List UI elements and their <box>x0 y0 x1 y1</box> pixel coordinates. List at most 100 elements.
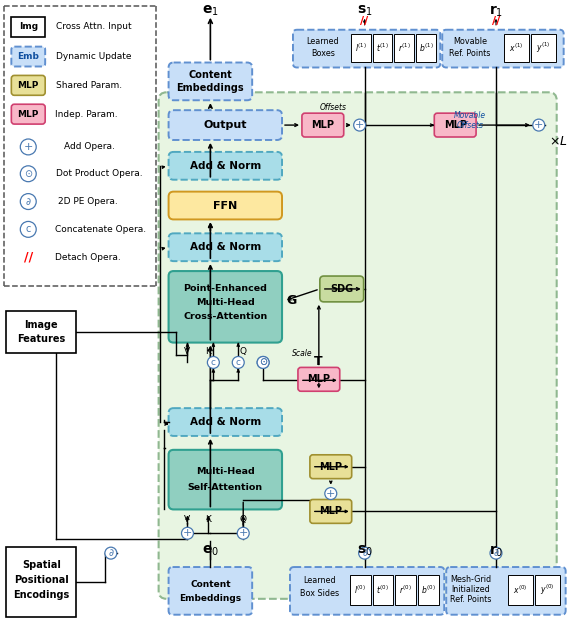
Text: ∂: ∂ <box>362 548 367 558</box>
Bar <box>6 311 76 353</box>
FancyBboxPatch shape <box>302 113 344 137</box>
Text: Output: Output <box>204 120 247 130</box>
Text: $\mathbf{s}_0$: $\mathbf{s}_0$ <box>356 544 373 558</box>
Bar <box>11 17 45 37</box>
Bar <box>373 575 394 605</box>
Text: $l^{(1)}$: $l^{(1)}$ <box>355 42 367 54</box>
Text: Offsets: Offsets <box>319 103 346 112</box>
Bar <box>508 575 533 605</box>
Text: Self-Attention: Self-Attention <box>188 483 263 492</box>
Text: $x^{(0)}$: $x^{(0)}$ <box>513 583 527 596</box>
Text: Add & Norm: Add & Norm <box>189 161 261 171</box>
FancyBboxPatch shape <box>320 276 363 302</box>
FancyBboxPatch shape <box>158 93 557 599</box>
Text: ∂: ∂ <box>108 548 113 558</box>
FancyBboxPatch shape <box>446 567 565 615</box>
Circle shape <box>257 357 269 369</box>
Text: K: K <box>205 515 211 524</box>
Text: +: + <box>24 142 33 152</box>
Text: Indep. Param.: Indep. Param. <box>55 110 117 118</box>
FancyBboxPatch shape <box>169 233 282 261</box>
Text: Content: Content <box>188 71 232 81</box>
Text: $\mathbf{G}$: $\mathbf{G}$ <box>286 294 298 307</box>
Text: ⊙: ⊙ <box>259 357 267 367</box>
Text: $b^{(0)}$: $b^{(0)}$ <box>421 583 436 596</box>
Text: $t^{(0)}$: $t^{(0)}$ <box>376 583 389 596</box>
FancyBboxPatch shape <box>11 76 45 95</box>
Text: Q: Q <box>240 515 247 524</box>
Text: Q: Q <box>240 347 247 356</box>
FancyBboxPatch shape <box>310 500 352 524</box>
Text: Concatenate Opera.: Concatenate Opera. <box>55 225 146 234</box>
Text: $t^{(1)}$: $t^{(1)}$ <box>376 42 389 54</box>
Text: $\mathbf{e}_0$: $\mathbf{e}_0$ <box>202 544 219 558</box>
Text: Movable: Movable <box>453 37 487 46</box>
Bar <box>418 575 439 605</box>
Text: SDG: SDG <box>330 284 353 294</box>
Text: Boxes: Boxes <box>311 49 335 58</box>
FancyBboxPatch shape <box>169 152 282 180</box>
FancyBboxPatch shape <box>290 567 444 615</box>
FancyBboxPatch shape <box>11 104 45 124</box>
Circle shape <box>257 357 269 369</box>
Text: Shared Param.: Shared Param. <box>56 81 122 90</box>
Text: Scale: Scale <box>292 349 312 358</box>
Text: Multi-Head: Multi-Head <box>196 467 255 476</box>
Text: $b^{(1)}$: $b^{(1)}$ <box>419 42 433 54</box>
Text: Movable: Movable <box>454 111 486 120</box>
Text: MLP: MLP <box>444 120 467 130</box>
Text: +: + <box>326 488 335 498</box>
Bar <box>535 575 560 605</box>
Text: Dot Product Opera.: Dot Product Opera. <box>56 169 142 178</box>
FancyBboxPatch shape <box>169 110 282 140</box>
FancyBboxPatch shape <box>310 455 352 479</box>
Circle shape <box>20 221 36 238</box>
Text: Cross Attn. Input: Cross Attn. Input <box>56 22 132 32</box>
Text: $r^{(1)}$: $r^{(1)}$ <box>398 42 411 54</box>
Text: $\mathbf{e}_1$: $\mathbf{e}_1$ <box>202 4 219 18</box>
Text: MLP: MLP <box>319 462 342 472</box>
Text: $r^{(0)}$: $r^{(0)}$ <box>399 583 412 596</box>
Circle shape <box>207 357 219 369</box>
Text: c: c <box>26 224 31 234</box>
Text: Point-Enhanced: Point-Enhanced <box>183 285 267 294</box>
Text: //: // <box>24 251 33 264</box>
Text: Add & Norm: Add & Norm <box>189 243 261 252</box>
Text: MLP: MLP <box>311 120 334 130</box>
FancyBboxPatch shape <box>435 113 476 137</box>
Circle shape <box>20 139 36 155</box>
Text: MLP: MLP <box>18 110 39 118</box>
Bar <box>6 547 76 617</box>
Circle shape <box>20 193 36 210</box>
Text: Embeddings: Embeddings <box>177 83 244 93</box>
Text: FFN: FFN <box>213 200 238 210</box>
Text: Add Opera.: Add Opera. <box>64 142 114 151</box>
Text: Dynamic Update: Dynamic Update <box>56 52 131 61</box>
Text: ∂: ∂ <box>494 548 498 558</box>
Text: MLP: MLP <box>307 374 331 384</box>
Text: $\mathbf{T}$: $\mathbf{T}$ <box>313 355 323 368</box>
Text: K: K <box>205 347 211 356</box>
Circle shape <box>359 547 371 559</box>
Text: Embeddings: Embeddings <box>179 594 242 604</box>
FancyBboxPatch shape <box>11 47 45 67</box>
Text: Learned: Learned <box>304 576 336 585</box>
Text: V: V <box>184 515 191 524</box>
Text: V: V <box>184 347 191 356</box>
Text: Box Sides: Box Sides <box>300 589 339 598</box>
Text: $y^{(1)}$: $y^{(1)}$ <box>536 40 550 55</box>
FancyBboxPatch shape <box>169 408 282 436</box>
Text: //: // <box>492 16 500 26</box>
Bar <box>416 34 436 62</box>
Bar <box>504 34 529 62</box>
FancyBboxPatch shape <box>169 192 282 219</box>
Text: +: + <box>239 529 248 538</box>
Circle shape <box>354 119 366 131</box>
Text: ⊙: ⊙ <box>24 169 32 179</box>
Circle shape <box>181 527 193 539</box>
Text: +: + <box>183 529 192 538</box>
Text: //: // <box>360 16 369 26</box>
Bar <box>394 34 414 62</box>
Bar <box>373 34 393 62</box>
Text: MLP: MLP <box>18 81 39 90</box>
